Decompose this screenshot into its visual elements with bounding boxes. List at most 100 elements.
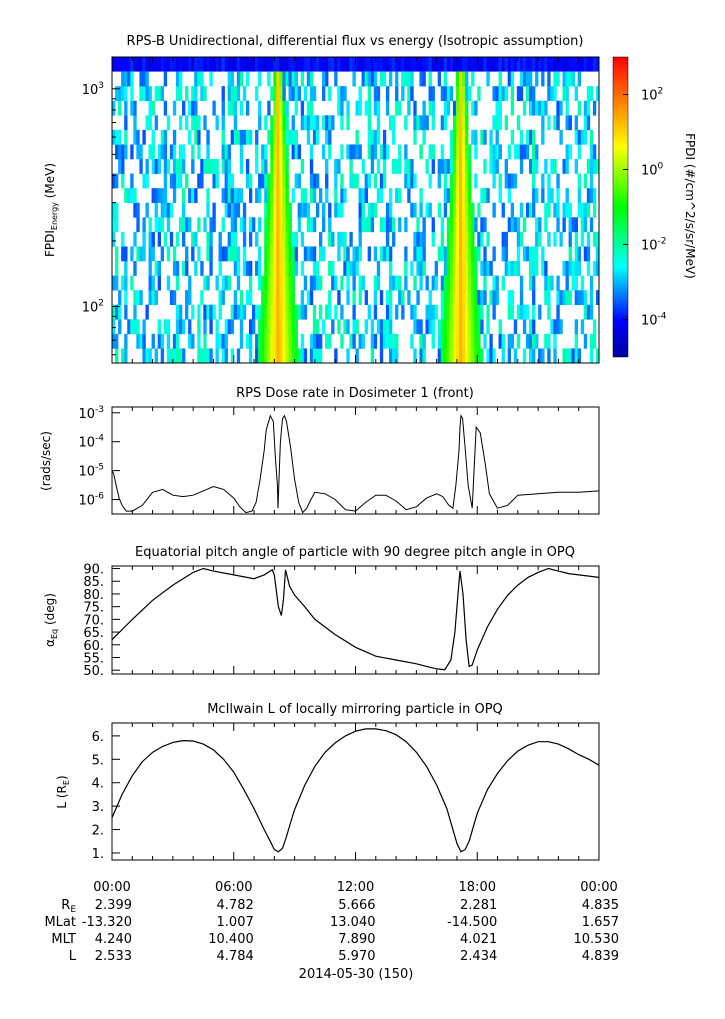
spectrogram-cell bbox=[191, 57, 195, 72]
spectrogram-cell bbox=[322, 71, 326, 87]
spectrogram-cell bbox=[154, 217, 158, 233]
spectrogram-cell bbox=[562, 71, 566, 87]
spectrogram-cell bbox=[547, 173, 551, 189]
spectrogram-cell bbox=[322, 217, 326, 233]
spectrogram-cell bbox=[425, 115, 429, 131]
spectrogram-cell bbox=[440, 144, 445, 160]
spectrogram-cell bbox=[465, 290, 469, 306]
spectrogram-cell bbox=[270, 129, 274, 145]
spectrogram-cell bbox=[492, 173, 496, 189]
spectrogram-cell bbox=[233, 202, 238, 218]
spectrogram-cell bbox=[318, 188, 323, 204]
spectrogram-cell bbox=[425, 304, 429, 320]
spectrogram-cell bbox=[404, 246, 408, 262]
spectrogram-cell bbox=[458, 290, 463, 306]
spectrogram-cell bbox=[197, 246, 201, 262]
spectrogram-cell bbox=[276, 304, 280, 320]
spectrogram-cell bbox=[392, 129, 396, 145]
spectrogram-cell bbox=[495, 115, 499, 131]
spectrogram-cell bbox=[124, 290, 128, 306]
spectrogram-cell bbox=[337, 86, 341, 102]
spectrogram-cell bbox=[501, 246, 505, 262]
spectrogram-cell bbox=[571, 217, 575, 233]
spectrogram-cell bbox=[392, 57, 396, 72]
spectrogram-cell bbox=[270, 290, 274, 306]
spectrogram-cell bbox=[507, 57, 512, 72]
spectrogram-cell bbox=[547, 86, 551, 102]
spectrogram-cell bbox=[203, 86, 207, 102]
spectrogram-cell bbox=[133, 115, 137, 131]
spectrogram-cell bbox=[355, 129, 359, 145]
spectrogram-cell bbox=[577, 173, 582, 189]
spectrogram-cell bbox=[309, 159, 314, 174]
spectrogram-cell bbox=[267, 173, 271, 189]
spectrogram-cell bbox=[182, 319, 186, 335]
spectrogram-cell bbox=[379, 173, 384, 189]
spectrogram-cell bbox=[449, 275, 454, 291]
spectrogram-cell bbox=[483, 275, 487, 291]
spectrogram-cell bbox=[221, 86, 225, 102]
spectrogram-cell bbox=[571, 261, 575, 276]
spectrogram-cell bbox=[288, 86, 292, 102]
spectrogram-cell bbox=[452, 129, 457, 145]
spectrogram-cell bbox=[519, 129, 524, 145]
spectrogram-cell bbox=[556, 304, 560, 320]
ephemeris-value: -13.320 bbox=[82, 915, 132, 930]
spectrogram-cell bbox=[465, 333, 469, 349]
spectrogram-cell bbox=[367, 246, 372, 262]
spectrogram-cell bbox=[276, 246, 280, 262]
mcilwain-l-title: McIlwain L of locally mirroring particle… bbox=[207, 702, 503, 717]
spectrogram-cells bbox=[112, 57, 600, 364]
spectrogram-cell bbox=[255, 57, 259, 72]
spectrogram-cell bbox=[175, 319, 180, 335]
spectrogram-cell bbox=[270, 275, 274, 291]
spectrogram-cell bbox=[337, 319, 341, 335]
spectrogram-cell bbox=[282, 173, 286, 189]
spectrogram-cell bbox=[312, 115, 317, 131]
spectrogram-cell bbox=[583, 304, 588, 320]
spectrogram-cell bbox=[130, 57, 134, 72]
spectrogram-cell bbox=[513, 261, 518, 276]
spectrogram-cell bbox=[273, 129, 277, 145]
spectrogram-cell bbox=[334, 348, 338, 364]
spectrogram-cell bbox=[532, 188, 536, 204]
spectrogram-cell bbox=[486, 319, 490, 335]
spectrogram-cell bbox=[112, 231, 116, 247]
spectrogram-cell bbox=[276, 71, 280, 87]
spectrogram-cell bbox=[398, 217, 402, 233]
spectrogram-cell bbox=[398, 290, 402, 306]
spectrogram-cell bbox=[288, 290, 292, 306]
spectrogram-cell bbox=[115, 129, 119, 145]
spectrogram-cell bbox=[425, 319, 429, 335]
spectrogram-cell bbox=[239, 57, 244, 72]
spectrogram-cell bbox=[376, 261, 381, 276]
pitch-angle-title: Equatorial pitch angle of particle with … bbox=[135, 545, 575, 560]
spectrogram-cell bbox=[422, 348, 426, 364]
spectrogram-cell bbox=[285, 100, 289, 116]
spectrogram-cell bbox=[452, 188, 457, 204]
spectrogram-cell bbox=[449, 173, 454, 189]
spectrogram-cell bbox=[474, 129, 478, 145]
spectrogram-cell bbox=[541, 115, 545, 131]
spectrogram-cell bbox=[245, 290, 250, 306]
spectrogram-cell bbox=[592, 319, 597, 335]
spectrogram-cell bbox=[142, 173, 146, 189]
spectrogram-cell bbox=[346, 275, 350, 291]
spectrogram-cell bbox=[288, 231, 292, 247]
spectrogram-cell bbox=[267, 217, 271, 233]
spectrogram-cell bbox=[556, 115, 560, 131]
spectrogram-cell bbox=[270, 231, 274, 247]
spectrogram-cell bbox=[388, 275, 393, 291]
spectrogram-cell bbox=[224, 275, 228, 291]
spectrogram-cell bbox=[258, 100, 262, 116]
spectrogram-cell bbox=[486, 188, 490, 204]
spectrogram-cell bbox=[239, 144, 244, 160]
spectrogram-cell bbox=[550, 159, 554, 174]
spectrogram-cell bbox=[255, 86, 259, 102]
spectrogram-cell bbox=[270, 57, 274, 72]
spectrogram-cell bbox=[325, 333, 329, 349]
mcilwain-l-ylabel: L (RE) bbox=[55, 775, 71, 808]
spectrogram-cell bbox=[285, 261, 289, 276]
spectrogram-cell bbox=[376, 115, 381, 131]
spectrogram-cell bbox=[580, 57, 585, 72]
